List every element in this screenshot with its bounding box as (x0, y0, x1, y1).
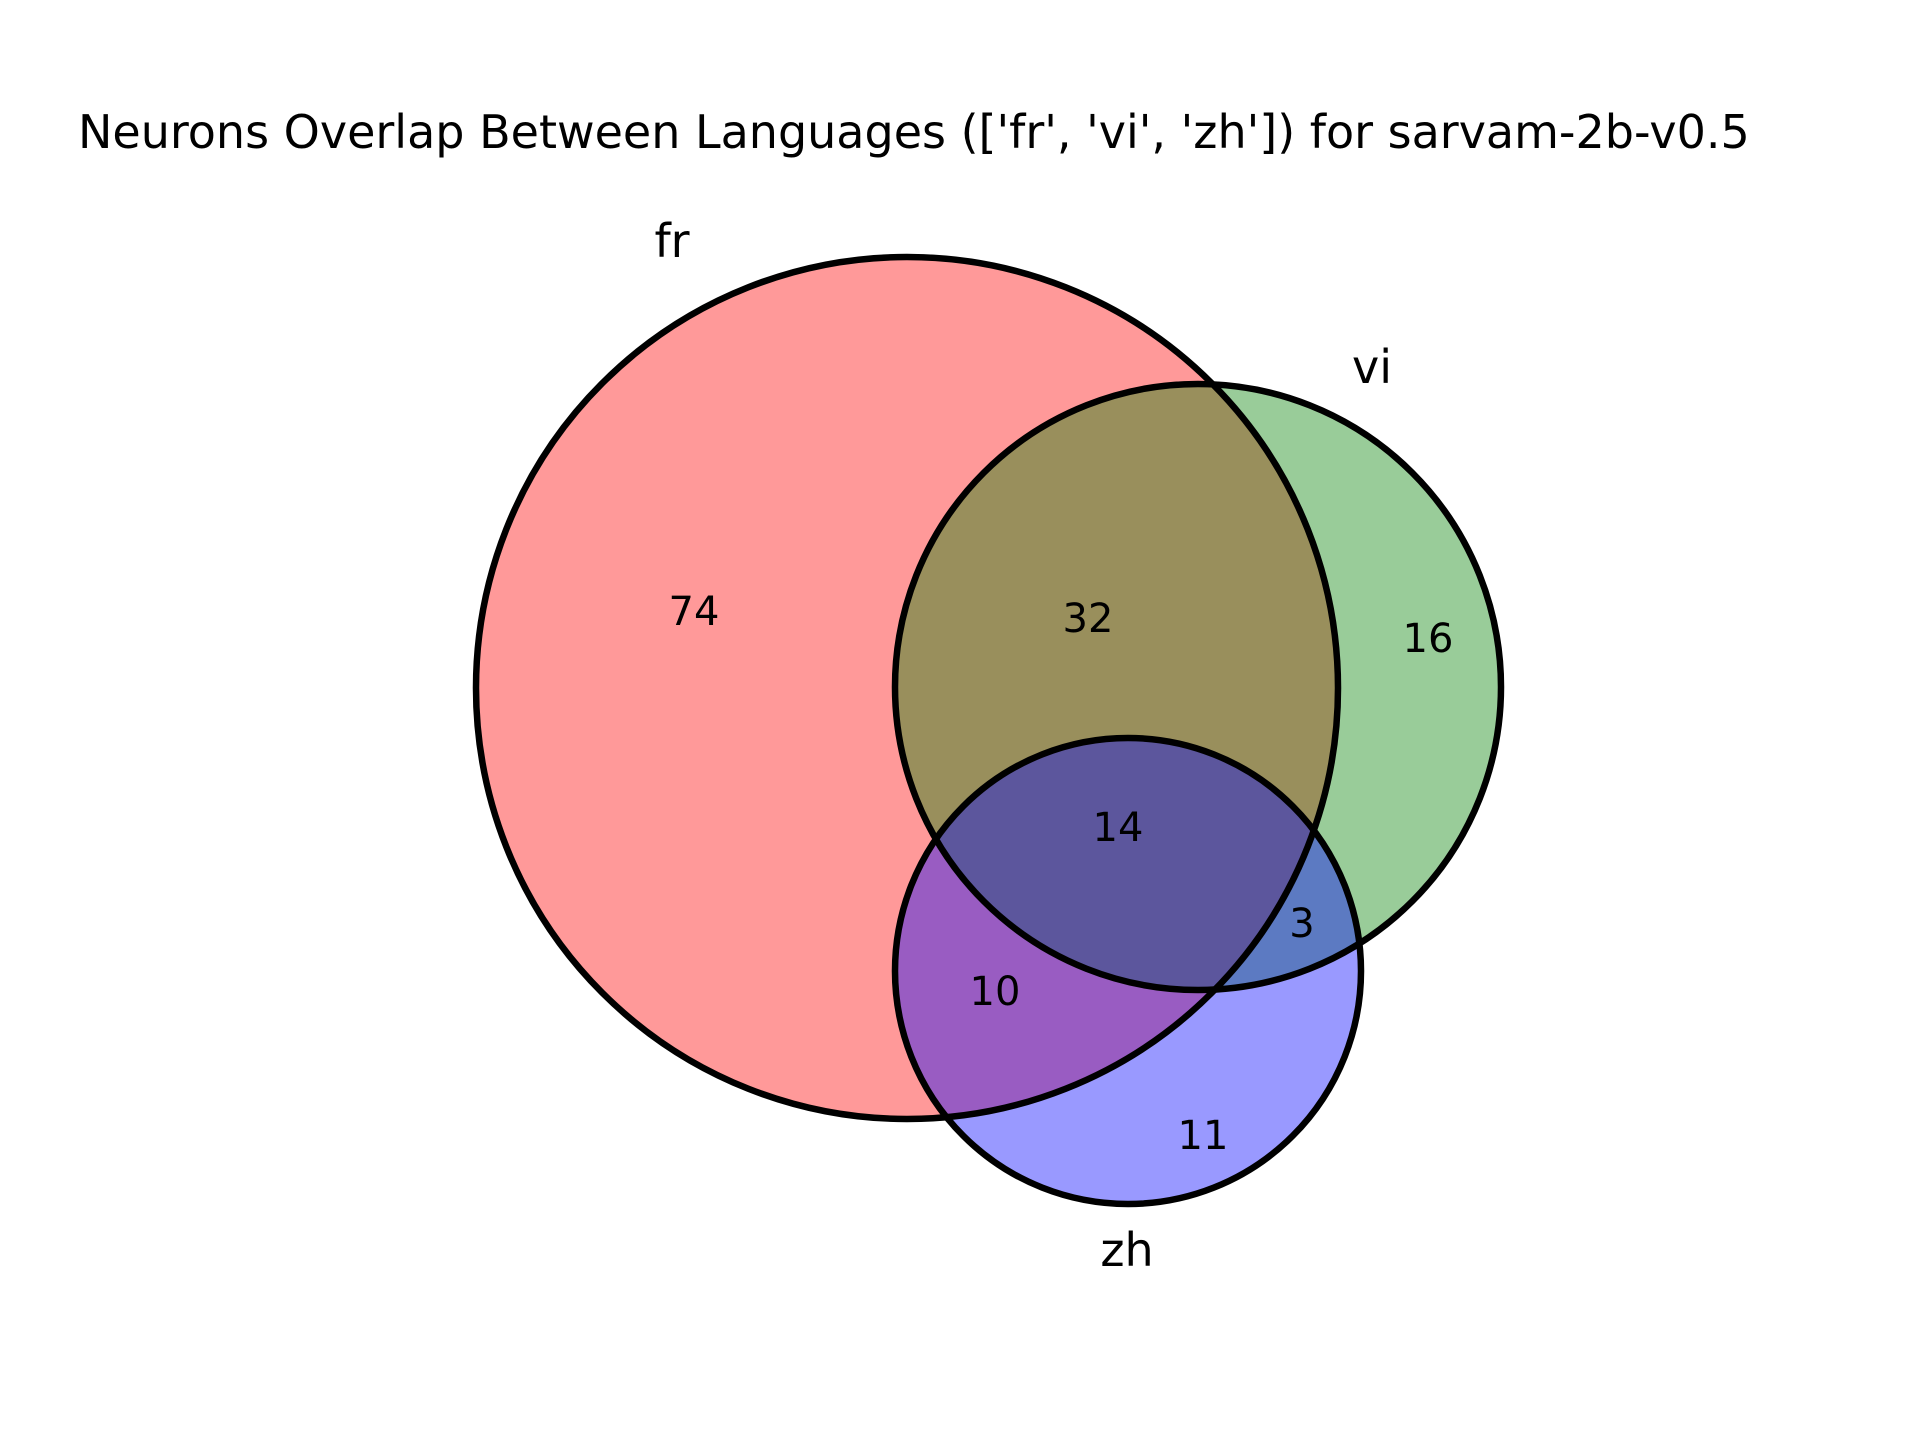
region-label-zh-only: 11 (1178, 1113, 1229, 1159)
region-label-vi-zh: 3 (1289, 901, 1314, 947)
region-label-fr-vi-zh: 14 (1093, 805, 1144, 851)
set-fills (476, 257, 1501, 1204)
region-labels: 74 16 11 32 10 3 14 (669, 589, 1454, 1159)
set-circle-vi (895, 384, 1501, 990)
set-circle-fr (476, 257, 1338, 1119)
set-outlines (472, 253, 1505, 1208)
set-outline-zh (891, 734, 1365, 1208)
chart-title: Neurons Overlap Between Languages (['fr'… (78, 105, 1750, 159)
set-labels: fr vi zh (654, 214, 1392, 1277)
region-label-fr-zh: 10 (970, 969, 1021, 1015)
set-label-fr: fr (654, 214, 689, 268)
region-label-fr-vi: 32 (1063, 596, 1114, 642)
region-label-fr-only: 74 (669, 589, 720, 635)
region-label-vi-only: 16 (1403, 616, 1454, 662)
set-label-zh: zh (1100, 1223, 1153, 1277)
set-label-vi: vi (1352, 340, 1392, 394)
set-circle-zh (895, 738, 1361, 1204)
set-outline-vi (891, 380, 1505, 994)
set-outline-fr (472, 253, 1342, 1123)
